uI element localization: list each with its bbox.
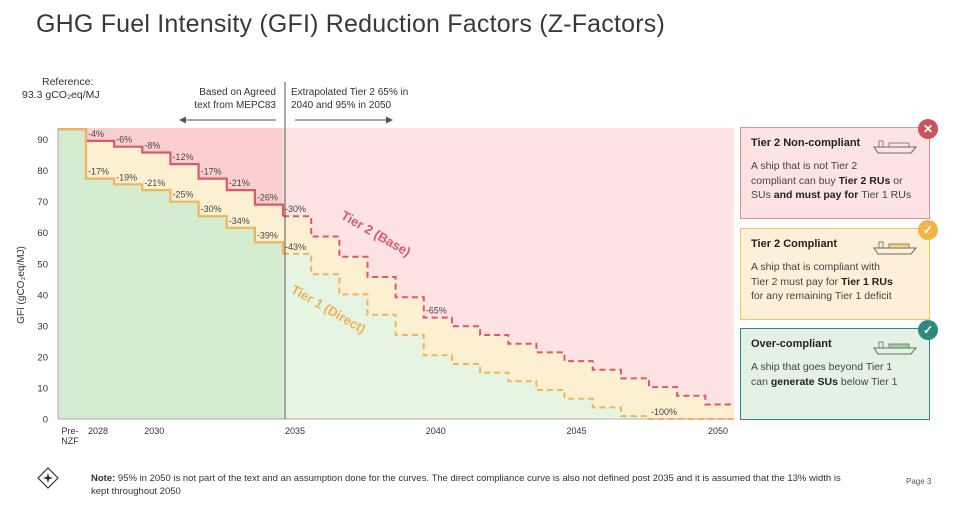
- x-tick-label: NZF: [61, 436, 79, 446]
- y-tick-label: 0: [43, 415, 48, 426]
- card-tier2-non-compliant: Tier 2 Non-compliant A ship that is not …: [740, 119, 938, 219]
- card-text: A ship that is compliant with: [751, 261, 880, 274]
- card-title: Tier 2 Non-compliant: [751, 137, 861, 149]
- page-title: GHG Fuel Intensity (GFI) Reduction Facto…: [36, 10, 665, 38]
- card-line: compliant can buy Tier 2 RUs or: [751, 174, 919, 188]
- y-tick-label: 30: [37, 321, 48, 332]
- x-tick-label: 2050: [708, 426, 728, 436]
- y-tick-label: 20: [37, 352, 48, 363]
- card-line: for any remaining Tier 1 deficit: [751, 289, 919, 303]
- card-emphasis: Tier 1 RUs: [841, 275, 893, 288]
- chart-lines: [58, 128, 734, 420]
- annotation-left-1: Based on Agreed: [199, 87, 276, 98]
- tier1-line-solid: [58, 128, 285, 254]
- value-label: -19%: [116, 172, 137, 182]
- annotation-left-2: text from MEPC83: [194, 100, 276, 111]
- y-axis-label: GFI (gCO₂eq/MJ): [16, 246, 27, 324]
- card-body-yellow: A ship that is compliant with Tier 2 must…: [751, 260, 919, 303]
- value-label: -26%: [257, 193, 278, 203]
- ship-icon: [873, 140, 917, 154]
- value-label: -65%: [426, 306, 447, 316]
- card-text: Tier 2 must pay for: [751, 275, 842, 288]
- card-line: A ship that is compliant with: [751, 260, 919, 274]
- card-text: Tier 1 RUs: [861, 189, 912, 202]
- y-tick-label: 60: [37, 228, 48, 239]
- value-label: -21%: [144, 178, 165, 188]
- value-label: -12%: [172, 152, 193, 162]
- value-label: -100%: [651, 407, 677, 417]
- card-title: Tier 2 Compliant: [751, 238, 837, 250]
- zone-over-compliant-defined: [58, 129, 284, 420]
- value-label: -39%: [257, 230, 278, 240]
- y-tick-label: 10: [37, 383, 48, 394]
- card-text: A ship that is not Tier 2: [751, 160, 858, 173]
- card-text: or: [890, 174, 903, 187]
- tier2-line-solid: [58, 128, 285, 217]
- card-line: SUs and must pay for Tier 1 RUs: [751, 188, 919, 202]
- chart-zones: [58, 128, 734, 420]
- ship-icon: [873, 241, 917, 255]
- card-text: below Tier 1: [837, 375, 898, 388]
- card-emphasis: and must pay for: [770, 189, 862, 202]
- card-title: Over-compliant: [751, 338, 832, 350]
- x-tick-label: 2035: [285, 426, 305, 436]
- reference-label-2: 93.3 gCO₂eq/MJ: [22, 89, 100, 101]
- tier2-line-dashed: [283, 215, 734, 406]
- chart-labels: -4% -6% -8% -12% -17% -21% -26% -30% -65% -17% -19…: [88, 129, 677, 417]
- value-label: -30%: [201, 204, 222, 214]
- value-label: -6%: [116, 135, 132, 145]
- y-tick-label: 70: [37, 197, 48, 208]
- y-tick-label: 40: [37, 290, 48, 301]
- card-line: A ship that is not Tier 2: [751, 159, 919, 173]
- card-text: can: [751, 375, 771, 388]
- x-tick-label: 2028: [88, 426, 108, 436]
- footnote: Note: 95% in 2050 is not part of the tex…: [91, 473, 861, 499]
- x-tick-label: 2045: [567, 426, 587, 436]
- page-number: Page 3: [906, 477, 932, 486]
- note-label: Note:: [91, 473, 116, 484]
- card-emphasis: Tier 2 RUs: [838, 174, 891, 187]
- note-text: 95% in 2050 is not part of the text and …: [91, 473, 841, 497]
- check-icon: ✓: [918, 220, 938, 240]
- y-tick-label: 50: [37, 259, 48, 270]
- y-tick-label: 80: [37, 166, 48, 177]
- card-text: A ship that goes beyond Tier 1: [751, 361, 893, 374]
- value-label: -25%: [172, 190, 193, 200]
- close-icon: ✕: [918, 119, 938, 139]
- check-icon: ✓: [918, 320, 938, 340]
- value-label: -43%: [285, 242, 306, 252]
- y-tick-label: 90: [37, 135, 48, 146]
- value-label: -17%: [88, 167, 109, 177]
- annotation-right-2: 2040 and 95% in 2050: [291, 100, 392, 111]
- card-tier2-compliant: Tier 2 Compliant A ship that is complian…: [740, 220, 938, 320]
- reference-label-1: Reference:: [42, 76, 93, 88]
- value-label: -4%: [88, 129, 104, 139]
- card-line: A ship that goes beyond Tier 1: [751, 360, 919, 374]
- x-tick-label: 2040: [426, 426, 446, 436]
- value-label: -17%: [201, 167, 222, 177]
- value-label: -21%: [229, 178, 250, 188]
- card-emphasis: generate SUs: [770, 375, 838, 388]
- value-label: -34%: [229, 216, 250, 226]
- card-text: compliant can buy: [751, 174, 839, 187]
- card-over-compliant: Over-compliant A ship that goes beyond T…: [740, 320, 938, 420]
- value-label: -30%: [285, 204, 306, 214]
- zone-tier2-defined: [58, 128, 284, 217]
- value-label: -8%: [144, 140, 160, 150]
- ship-icon: [873, 341, 917, 355]
- card-body-red: A ship that is not Tier 2 compliant can b…: [751, 159, 919, 202]
- card-line: Tier 2 must pay for Tier 1 RUs: [751, 275, 919, 289]
- x-tick-label: 2030: [144, 426, 164, 436]
- card-line: can generate SUs below Tier 1: [751, 375, 919, 389]
- card-body-green: A ship that goes beyond Tier 1 can genera…: [751, 360, 919, 389]
- logo-icon: [37, 467, 59, 489]
- card-text: SUs: [751, 189, 771, 202]
- annotation-right-1: Extrapolated Tier 2 65% in: [291, 87, 408, 98]
- card-text: for any remaining Tier 1 deficit: [751, 290, 892, 303]
- x-tick-label: Pre-: [61, 426, 78, 436]
- tier1-line-dashed: [283, 252, 734, 420]
